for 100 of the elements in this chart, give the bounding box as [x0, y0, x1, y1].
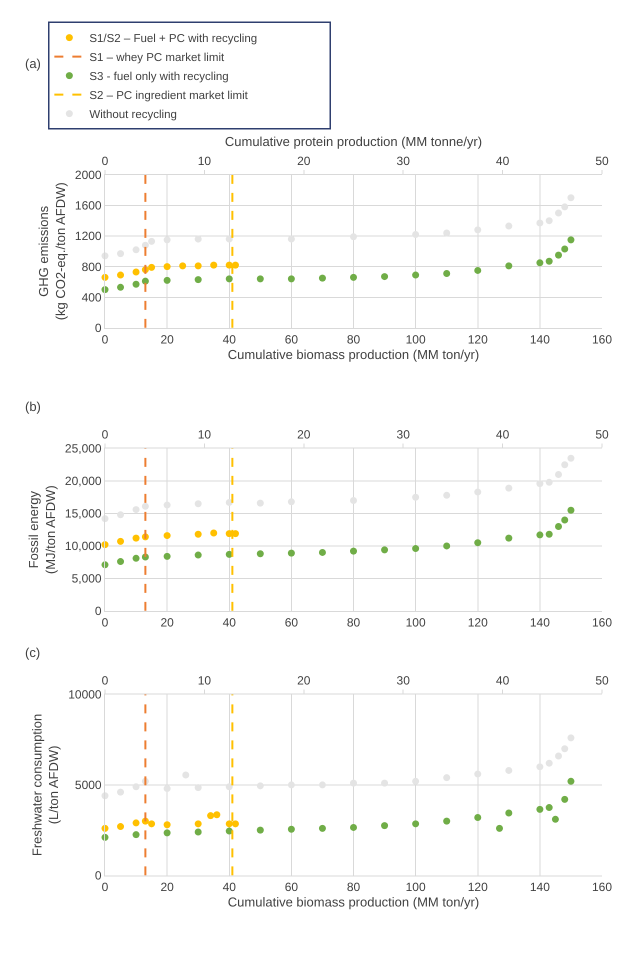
- x2-tick-label: 50: [595, 154, 609, 168]
- y-tick-label: 25,000: [64, 442, 102, 456]
- point: [505, 534, 512, 542]
- y-tick-label: 10,000: [64, 539, 102, 554]
- point: [194, 530, 202, 538]
- y-tick-label: 10000: [68, 688, 102, 702]
- point: [567, 194, 574, 202]
- point: [561, 246, 568, 253]
- y-tick-label: 15,000: [64, 506, 102, 521]
- y-tick-label: 2000: [74, 168, 102, 182]
- point: [288, 781, 295, 788]
- y-tick-label: 0: [94, 604, 102, 618]
- point: [412, 545, 420, 552]
- point: [117, 511, 124, 518]
- x-tick-label: 60: [284, 332, 298, 346]
- x-tick-label: 100: [406, 880, 426, 894]
- x-axis-title: Cumulative biomass production (MM ton/yr): [228, 894, 480, 910]
- y-tick-label: 0: [94, 868, 102, 883]
- y-tick-label: 20,000: [64, 474, 102, 488]
- point: [474, 488, 482, 496]
- point: [561, 745, 568, 752]
- point: [164, 821, 171, 828]
- x-tick-label: 160: [592, 332, 612, 346]
- x2-tick-label: 30: [396, 154, 410, 168]
- point: [546, 804, 553, 812]
- x2-tick-label: 10: [198, 674, 212, 688]
- point: [567, 506, 574, 514]
- x2-tick-label: 10: [198, 154, 212, 168]
- point: [132, 268, 140, 276]
- point: [132, 819, 140, 826]
- y-tick-label: 1200: [74, 229, 102, 244]
- x-tick-label: 80: [346, 332, 360, 346]
- x2-axis-title: Cumulative protein production (MM tonne/yr): [224, 134, 482, 149]
- point: [536, 806, 544, 813]
- y-tick-label: 5,000: [72, 572, 102, 586]
- y-tick-label: 0: [94, 321, 102, 336]
- point: [318, 781, 326, 788]
- x-tick-label: 100: [406, 615, 426, 630]
- point: [505, 222, 512, 230]
- point: [443, 229, 450, 236]
- point: [164, 552, 171, 560]
- point: [194, 552, 202, 559]
- point: [194, 784, 202, 792]
- point: [194, 500, 202, 508]
- legend-label: Without recycling: [89, 109, 177, 122]
- x2-tick-label: 30: [396, 674, 410, 688]
- point: [443, 542, 450, 550]
- x2-tick-label: 20: [297, 674, 311, 688]
- point: [288, 826, 295, 833]
- point: [555, 210, 562, 217]
- point: [256, 500, 264, 507]
- point: [546, 258, 553, 265]
- legend-label: S3 - fuel only with recycling: [89, 71, 229, 84]
- x2-tick-label: 40: [496, 428, 510, 442]
- point: [412, 820, 420, 828]
- point: [536, 763, 544, 770]
- x2-tick-label: 10: [198, 428, 212, 442]
- point: [117, 250, 124, 258]
- point: [194, 828, 202, 836]
- point: [350, 496, 357, 504]
- y-axis-title: Freshwater consumption (L/ton AFDW): [29, 714, 62, 856]
- x-tick-label: 120: [468, 332, 488, 346]
- point: [555, 252, 562, 259]
- y-tick-label: 800: [82, 260, 102, 274]
- point: [474, 266, 482, 274]
- point: [117, 272, 124, 279]
- text: (b): [25, 399, 41, 414]
- point: [443, 774, 450, 782]
- point: [412, 494, 420, 501]
- point: [226, 236, 233, 243]
- point: [164, 502, 171, 509]
- point: [536, 259, 544, 266]
- point: [536, 480, 544, 488]
- point: [288, 550, 295, 557]
- point: [226, 820, 233, 828]
- legend-label: S2 – PC ingredient market limit: [89, 90, 249, 102]
- point: [232, 820, 239, 828]
- point: [117, 558, 124, 566]
- point: [164, 263, 171, 270]
- point: [381, 822, 388, 830]
- point: [561, 516, 568, 524]
- x-tick-label: 20: [160, 880, 174, 894]
- point: [117, 788, 124, 796]
- x-tick-label: 140: [530, 615, 550, 630]
- point: [555, 471, 562, 478]
- x-tick-label: 40: [222, 332, 236, 346]
- x2-tick-label: 50: [595, 428, 609, 442]
- point: [142, 502, 149, 510]
- x-tick-label: 60: [284, 880, 298, 894]
- x-tick-label: 40: [222, 615, 236, 630]
- point: [132, 534, 140, 542]
- point: [210, 262, 218, 269]
- point: [288, 236, 295, 243]
- point: [132, 246, 140, 254]
- point: [207, 812, 214, 820]
- x-tick-label: 160: [592, 615, 612, 630]
- point: [381, 273, 388, 280]
- text: (c): [25, 645, 40, 660]
- point: [443, 492, 450, 499]
- point: [132, 506, 140, 514]
